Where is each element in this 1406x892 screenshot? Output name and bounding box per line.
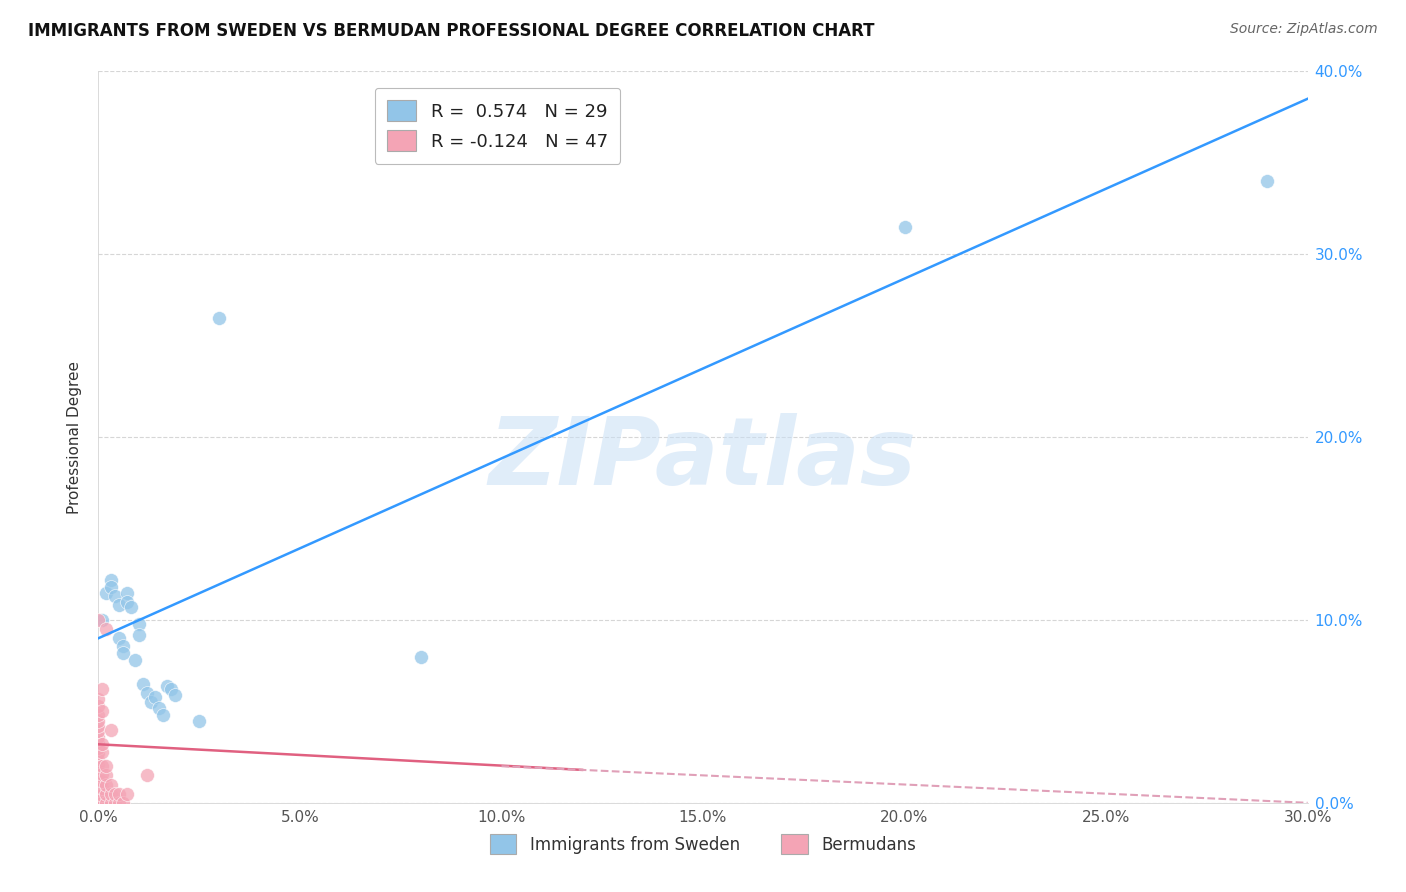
Point [111, 646, 134, 660]
Point [128, 627, 150, 641]
Point [107, 599, 129, 613]
Point [87, 768, 110, 782]
Point [87, 752, 110, 766]
Point [87, 613, 110, 627]
Point [135, 686, 157, 700]
Point [139, 695, 162, 709]
Point [100, 723, 122, 737]
Point [87, 780, 110, 794]
Point [107, 796, 129, 810]
Point [152, 708, 174, 723]
Point [87, 785, 110, 799]
Point [96, 778, 118, 792]
Point [103, 787, 125, 801]
Point [143, 690, 166, 704]
Point [87, 757, 110, 772]
Point [87, 714, 110, 728]
Point [87, 719, 110, 733]
Point [87, 747, 110, 761]
Point [120, 600, 142, 615]
Legend: Immigrants from Sweden, Bermudans: Immigrants from Sweden, Bermudans [484, 828, 922, 860]
Point [107, 632, 129, 646]
Point [100, 796, 122, 810]
Point [96, 759, 118, 773]
Point [148, 700, 170, 714]
Point [115, 585, 138, 599]
Point [87, 691, 110, 706]
Point [91, 682, 114, 697]
Point [91, 781, 114, 796]
Y-axis label: Professional Degree: Professional Degree [67, 360, 83, 514]
Point [91, 745, 114, 759]
Point [893, 219, 915, 234]
Point [135, 768, 157, 782]
Point [91, 796, 114, 810]
Point [87, 724, 110, 739]
Point [96, 622, 118, 636]
Point [91, 613, 114, 627]
Point [115, 594, 138, 608]
Point [111, 796, 134, 810]
Point [96, 787, 118, 801]
Point [160, 682, 183, 697]
Point [208, 311, 231, 326]
Point [107, 787, 129, 801]
Point [87, 708, 110, 723]
Point [91, 737, 114, 751]
Point [87, 698, 110, 713]
Point [124, 653, 146, 667]
Point [87, 796, 110, 810]
Point [132, 677, 155, 691]
Point [111, 639, 134, 653]
Point [87, 730, 110, 744]
Point [103, 589, 125, 603]
Text: ZIPatlas: ZIPatlas [489, 413, 917, 505]
Point [91, 789, 114, 803]
Point [100, 573, 122, 587]
Point [87, 773, 110, 788]
Point [96, 768, 118, 782]
Point [96, 796, 118, 810]
Point [163, 688, 186, 702]
Point [100, 787, 122, 801]
Point [87, 735, 110, 749]
Point [128, 616, 150, 631]
Point [100, 778, 122, 792]
Point [409, 649, 432, 664]
Point [1256, 174, 1278, 188]
Point [100, 580, 122, 594]
Text: IMMIGRANTS FROM SWEDEN VS BERMUDAN PROFESSIONAL DEGREE CORRELATION CHART: IMMIGRANTS FROM SWEDEN VS BERMUDAN PROFE… [28, 22, 875, 40]
Point [91, 705, 114, 719]
Point [91, 759, 114, 773]
Point [87, 763, 110, 777]
Point [91, 773, 114, 788]
Text: Source: ZipAtlas.com: Source: ZipAtlas.com [1230, 22, 1378, 37]
Point [156, 679, 179, 693]
Point [91, 766, 114, 780]
Point [188, 714, 211, 728]
Point [96, 585, 118, 599]
Point [87, 740, 110, 755]
Point [115, 787, 138, 801]
Point [87, 790, 110, 805]
Point [103, 796, 125, 810]
